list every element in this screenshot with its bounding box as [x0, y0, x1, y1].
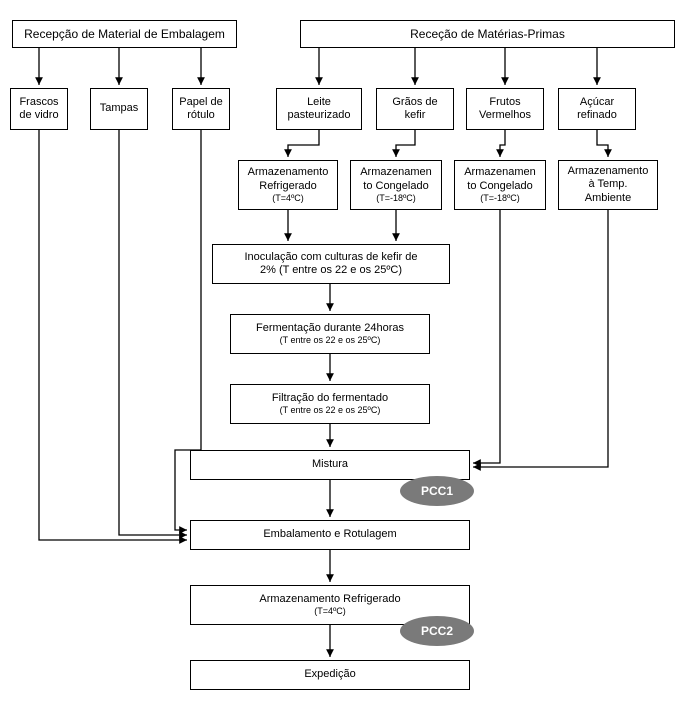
l3: Ambiente — [585, 192, 631, 205]
l2: (T entre os 22 e os 25ºC) — [280, 405, 381, 416]
l1: Armazenamento — [248, 166, 329, 179]
l1: Mistura — [312, 458, 348, 471]
l1: Tampas — [100, 102, 139, 115]
l2: (T entre os 22 e os 25ºC) — [280, 335, 381, 346]
badge-pcc2: PCC2 — [400, 616, 474, 646]
l1: Armazenamen — [464, 166, 536, 179]
node-dispatch: Expedição — [190, 660, 470, 690]
l2: 2% (T entre os 22 e os 25ºC) — [260, 264, 402, 277]
node-inoculation: Inoculação com culturas de kefir de2% (T… — [212, 244, 450, 284]
badge-pcc1: PCC1 — [400, 476, 474, 506]
label: Receção de Matérias-Primas — [410, 27, 565, 41]
l3: (T=-18ºC) — [376, 193, 416, 204]
l2: à Temp. — [589, 178, 628, 191]
l2: to Congelado — [467, 180, 532, 193]
node-store-frozen1: Armazenamento Congelado(T=-18ºC) — [350, 160, 442, 210]
l1: Armazenamen — [360, 166, 432, 179]
l2: de vidro — [19, 109, 58, 122]
l2: Refrigerado — [259, 180, 316, 193]
node-lids: Tampas — [90, 88, 148, 130]
l1: Armazenamento — [568, 165, 649, 178]
l1: Fermentação durante 24horas — [256, 322, 404, 335]
l2: kefir — [405, 109, 426, 122]
node-filtration: Filtração do fermentado(T entre os 22 e … — [230, 384, 430, 424]
node-sugar: Açúcarrefinado — [558, 88, 636, 130]
node-packaging-title: Recepção de Material de Embalagem — [12, 20, 237, 48]
l1: Filtração do fermentado — [272, 392, 388, 405]
label: PCC2 — [421, 624, 453, 638]
node-red-fruits: FrutosVermelhos — [466, 88, 544, 130]
l1: Papel de — [179, 96, 222, 109]
l3: (T=4ºC) — [272, 193, 304, 204]
l1: Açúcar — [580, 96, 614, 109]
node-milk: Leitepasteurizado — [276, 88, 362, 130]
node-glass-jars: Frascosde vidro — [10, 88, 68, 130]
node-store-frozen2: Armazenamento Congelado(T=-18ºC) — [454, 160, 546, 210]
node-packaging-labeling: Embalamento e Rotulagem — [190, 520, 470, 550]
l1: Leite — [307, 96, 331, 109]
l1: Inoculação com culturas de kefir de — [244, 251, 417, 264]
l1: Frutos — [489, 96, 520, 109]
l1: Grãos de — [392, 96, 437, 109]
node-store-refrig: ArmazenamentoRefrigerado(T=4ºC) — [238, 160, 338, 210]
l2: (T=4ºC) — [314, 606, 346, 617]
node-rawmat-title: Receção de Matérias-Primas — [300, 20, 675, 48]
l3: (T=-18ºC) — [480, 193, 520, 204]
l1: Armazenamento Refrigerado — [259, 593, 400, 606]
node-kefir-grains: Grãos dekefir — [376, 88, 454, 130]
l2: refinado — [577, 109, 617, 122]
l2: pasteurizado — [288, 109, 351, 122]
l1: Embalamento e Rotulagem — [263, 528, 396, 541]
l2: Vermelhos — [479, 109, 531, 122]
label: Recepção de Material de Embalagem — [24, 27, 225, 41]
l2: to Congelado — [363, 180, 428, 193]
label: PCC1 — [421, 484, 453, 498]
l1: Expedição — [304, 668, 355, 681]
l1: Frascos — [19, 96, 58, 109]
node-store-ambient: Armazenamentoà Temp.Ambiente — [558, 160, 658, 210]
node-fermentation: Fermentação durante 24horas(T entre os 2… — [230, 314, 430, 354]
l2: rótulo — [187, 109, 215, 122]
node-label-paper: Papel derótulo — [172, 88, 230, 130]
